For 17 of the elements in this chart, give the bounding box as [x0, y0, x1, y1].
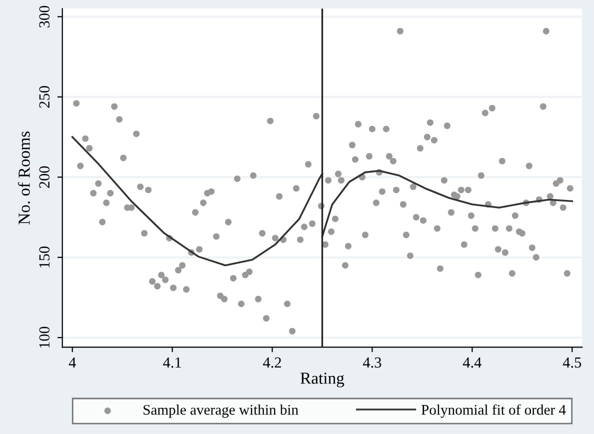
line-series: [321, 170, 574, 238]
x-tick-label: 4.3: [362, 357, 382, 368]
y-tick-label: 300: [39, 6, 50, 28]
legend-label: Polynomial fit of order 4: [421, 404, 566, 418]
y-tick-label: 200: [39, 166, 50, 188]
line-series: [71, 136, 324, 266]
y-tick-label: 250: [39, 86, 50, 108]
x-tick-label: 4.4: [462, 357, 482, 368]
x-tick-label: 4.2: [263, 357, 281, 368]
x-tick-label: 4.1: [163, 357, 181, 368]
y-axis-title: No. of Rooms: [18, 132, 30, 224]
legend-label: Sample average within bin: [144, 404, 298, 418]
x-tick-label: 4: [68, 357, 76, 368]
y-tick-label: 150: [39, 246, 50, 268]
x-axis-title: Rating: [300, 372, 344, 388]
x-tick-label: 4.5: [562, 357, 582, 368]
y-tick-label: 100: [39, 326, 50, 348]
